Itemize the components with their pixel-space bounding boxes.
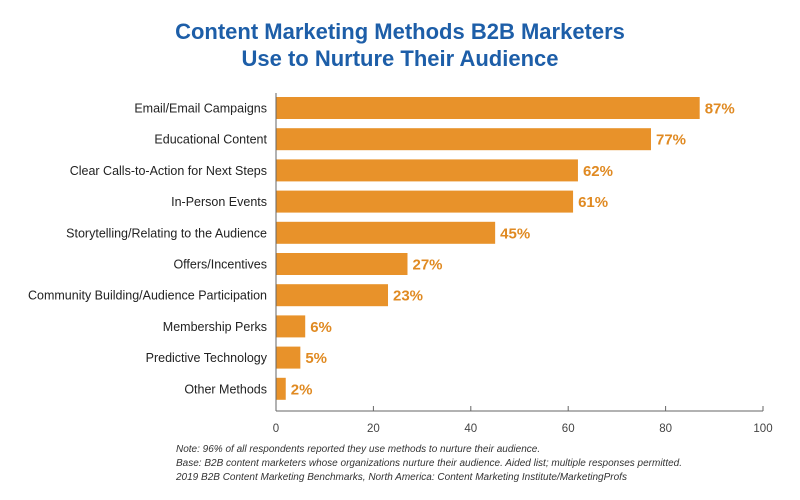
data-label: 6% [310,319,332,336]
bar [276,346,301,369]
data-label: 23% [393,288,423,305]
bar [276,377,286,400]
x-tick-label: 60 [562,423,575,435]
category-label: Community Building/Audience Participatio… [28,289,267,303]
category-label: Email/Email Campaigns [134,102,267,116]
bar [276,97,700,119]
category-label: Other Methods [184,382,267,396]
note-line: Note: 96% of all respondents reported th… [176,444,541,455]
bar [276,159,578,182]
category-label: Clear Calls-to-Action for Next Steps [70,164,267,178]
data-label: 61% [578,194,608,211]
category-label: Predictive Technology [146,351,268,365]
category-label: Storytelling/Relating to the Audience [66,226,267,240]
data-label: 45% [500,225,530,242]
base-line: Base: B2B content marketers whose organi… [176,458,683,469]
bar [276,315,306,338]
data-label: 27% [412,257,442,274]
category-label: In-Person Events [171,195,267,209]
bar-chart: Email/Email Campaigns 87% Educational Cont… [28,93,773,435]
category-label: Educational Content [154,133,267,147]
data-label: 62% [583,163,613,180]
source-line: 2019 B2B Content Marketing Benchmarks, N… [176,472,627,483]
bar [276,190,574,213]
x-tick-label: 100 [753,423,772,435]
category-label: Offers/Incentives [173,258,267,272]
chart-notes: Note: 96% of all respondents reported th… [176,443,682,485]
title-line-2: Use to Nurture Their Audience [241,46,559,71]
x-tick-label: 0 [273,423,279,435]
category-label: Membership Perks [163,320,267,334]
bar [276,253,408,275]
data-label: 5% [305,350,327,367]
data-label: 77% [656,132,686,149]
data-label: 87% [705,101,735,118]
chart-title: Content Marketing Methods B2B Marketers … [0,18,800,72]
bar [276,284,389,307]
title-line-1: Content Marketing Methods B2B Marketers [175,19,625,44]
x-tick-label: 40 [464,423,477,435]
data-label: 2% [291,381,313,398]
bar [276,128,651,151]
x-tick-label: 20 [367,423,380,435]
x-tick-label: 80 [659,423,672,435]
bar [276,221,496,244]
